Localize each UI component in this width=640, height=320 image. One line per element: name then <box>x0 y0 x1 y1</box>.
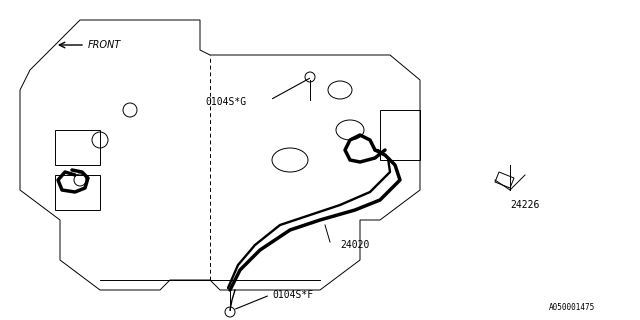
Text: A050001475: A050001475 <box>548 303 595 312</box>
Text: 24226: 24226 <box>510 200 540 210</box>
Text: FRONT: FRONT <box>88 40 121 50</box>
Text: 0104S*G: 0104S*G <box>205 97 246 107</box>
Text: 0104S*F: 0104S*F <box>272 290 313 300</box>
Text: 24020: 24020 <box>340 240 369 250</box>
